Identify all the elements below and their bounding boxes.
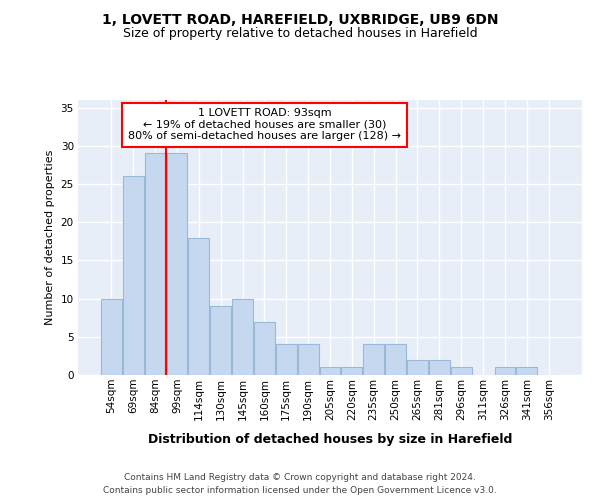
Y-axis label: Number of detached properties: Number of detached properties [45,150,55,325]
Text: 1 LOVETT ROAD: 93sqm
← 19% of detached houses are smaller (30)
80% of semi-detac: 1 LOVETT ROAD: 93sqm ← 19% of detached h… [128,108,401,142]
Bar [167,154,187,375]
Bar [364,344,384,375]
Bar [451,368,472,375]
Bar [145,154,166,375]
Bar [276,344,296,375]
Bar [210,306,231,375]
Text: Size of property relative to detached houses in Harefield: Size of property relative to detached ho… [122,28,478,40]
Bar [254,322,275,375]
Bar [494,368,515,375]
Text: Contains HM Land Registry data © Crown copyright and database right 2024.: Contains HM Land Registry data © Crown c… [124,472,476,482]
Bar [429,360,450,375]
Bar [517,368,537,375]
Bar [188,238,209,375]
Bar [232,298,253,375]
Bar [320,368,340,375]
Text: Contains public sector information licensed under the Open Government Licence v3: Contains public sector information licen… [103,486,497,495]
Bar [341,368,362,375]
Bar [101,298,122,375]
Bar [407,360,428,375]
Bar [298,344,319,375]
Text: 1, LOVETT ROAD, HAREFIELD, UXBRIDGE, UB9 6DN: 1, LOVETT ROAD, HAREFIELD, UXBRIDGE, UB9… [102,12,498,26]
Text: Distribution of detached houses by size in Harefield: Distribution of detached houses by size … [148,432,512,446]
Bar [385,344,406,375]
Bar [123,176,143,375]
